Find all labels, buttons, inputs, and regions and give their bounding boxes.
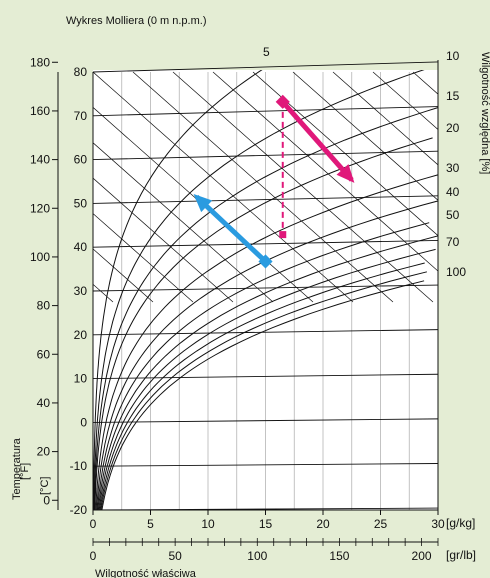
rh-label: 30 bbox=[446, 161, 460, 175]
x-tick-label: 30 bbox=[431, 517, 445, 531]
celsius-tick-label: 0 bbox=[80, 415, 87, 429]
x-tick-label: 25 bbox=[374, 517, 388, 531]
fahrenheit-tick-label: 60 bbox=[37, 347, 51, 361]
rh-curve bbox=[98, 248, 436, 510]
y-unit-celsius: [°C] bbox=[39, 477, 51, 495]
rh-label: 40 bbox=[446, 185, 460, 199]
isotherm-line bbox=[92, 373, 439, 380]
x-tick-label: 20 bbox=[316, 517, 330, 531]
x-unit-gkg: [g/kg] bbox=[446, 516, 475, 530]
chart-title: Wykres Molliera (0 m n.p.m.) bbox=[66, 15, 206, 27]
enthalpy-line bbox=[93, 213, 194, 303]
rh-curve bbox=[100, 271, 428, 510]
rh-curve bbox=[93, 107, 438, 510]
enthalpy-line bbox=[172, 71, 434, 303]
isotherm-line bbox=[92, 463, 439, 467]
enthalpy-line bbox=[93, 71, 354, 303]
grlb-tick-label: 100 bbox=[247, 549, 267, 563]
grlb-tick-label: 50 bbox=[168, 549, 182, 563]
x-tick-label: 10 bbox=[201, 517, 215, 531]
fahrenheit-tick-label: 180 bbox=[30, 55, 50, 69]
enthalpy-line bbox=[372, 71, 438, 130]
fahrenheit-tick-label: 20 bbox=[37, 445, 51, 459]
relative-humidity-curves bbox=[93, 70, 438, 510]
blue-arrow-start bbox=[258, 254, 273, 269]
isotherm-line bbox=[92, 418, 439, 423]
enthalpy-line bbox=[93, 177, 234, 303]
grlb-tick-label: 200 bbox=[412, 549, 432, 563]
celsius-tick-label: 50 bbox=[74, 196, 88, 210]
celsius-tick-label: 40 bbox=[74, 240, 88, 254]
rh-curve bbox=[95, 174, 438, 510]
blue-arrow-line bbox=[194, 194, 268, 264]
enthalpy-line bbox=[93, 142, 274, 303]
celsius-tick-label: 70 bbox=[74, 109, 88, 123]
annotations bbox=[193, 94, 355, 269]
y-axis-label: Temperatura bbox=[11, 437, 23, 500]
enthalpy-line bbox=[292, 71, 438, 201]
celsius-tick-label: 10 bbox=[74, 372, 88, 386]
x-tick-label: 15 bbox=[259, 517, 273, 531]
magenta-dashed-end bbox=[279, 231, 287, 239]
rh-curve bbox=[96, 222, 430, 510]
x-tick-label: 0 bbox=[90, 517, 97, 531]
rh-axis-label: Wilgotność względna [%] bbox=[479, 52, 490, 174]
magenta-arrow-head bbox=[336, 164, 355, 183]
rh-curve bbox=[96, 200, 438, 510]
celsius-tick-label: 20 bbox=[74, 328, 88, 342]
blue-arrow-head bbox=[193, 194, 213, 213]
x-axis-label: Wilgotność właściwa bbox=[95, 568, 197, 578]
celsius-tick-label: -10 bbox=[70, 459, 88, 473]
y-unit-fahrenheit: [°F] bbox=[19, 463, 31, 480]
rh-curve bbox=[97, 235, 438, 510]
fahrenheit-tick-label: 120 bbox=[30, 201, 50, 215]
isotherm-line bbox=[92, 239, 439, 248]
rh-curve bbox=[94, 137, 433, 510]
x-tick-label: 5 bbox=[147, 517, 154, 531]
fahrenheit-tick-label: 80 bbox=[37, 299, 51, 313]
fahrenheit-tick-label: 160 bbox=[30, 104, 50, 118]
magenta-arrow-line bbox=[280, 100, 354, 182]
rh-curve bbox=[99, 262, 425, 510]
celsius-tick-label: 60 bbox=[74, 153, 88, 167]
fahrenheit-tick-label: 140 bbox=[30, 153, 50, 167]
rh-curve bbox=[101, 280, 425, 510]
rh-label: 10 bbox=[446, 49, 460, 63]
enthalpy-line bbox=[252, 71, 438, 237]
isotherm-line bbox=[92, 106, 439, 117]
x-unit-grlb: [gr/lb] bbox=[446, 548, 476, 562]
isotherm-line bbox=[92, 195, 439, 204]
axes: 0 5 10 15 20 25 300 50 100 150 2008070605040302010… bbox=[30, 49, 466, 563]
isotherm-line bbox=[92, 284, 439, 292]
rh-label: 15 bbox=[446, 89, 460, 103]
fahrenheit-tick-label: 100 bbox=[30, 250, 50, 264]
top-label: 5 bbox=[263, 45, 270, 59]
enthalpy-line bbox=[332, 71, 438, 166]
fahrenheit-tick-label: 40 bbox=[37, 396, 51, 410]
rh-label: 20 bbox=[446, 121, 460, 135]
rh-label: 100 bbox=[446, 265, 466, 279]
fahrenheit-tick-label: 0 bbox=[43, 493, 50, 507]
isotherm-line bbox=[92, 61, 439, 73]
celsius-tick-label: -20 bbox=[70, 503, 88, 517]
celsius-tick-label: 80 bbox=[74, 65, 88, 79]
celsius-tick-label: 30 bbox=[74, 284, 88, 298]
grlb-tick-label: 0 bbox=[90, 549, 97, 563]
grlb-tick-label: 150 bbox=[329, 549, 349, 563]
enthalpy-line bbox=[212, 71, 438, 272]
isotherm-line bbox=[92, 329, 439, 336]
enthalpy-line bbox=[93, 248, 154, 303]
rh-label: 70 bbox=[446, 235, 460, 249]
rh-label: 50 bbox=[446, 208, 460, 222]
enthalpy-line bbox=[132, 71, 394, 303]
